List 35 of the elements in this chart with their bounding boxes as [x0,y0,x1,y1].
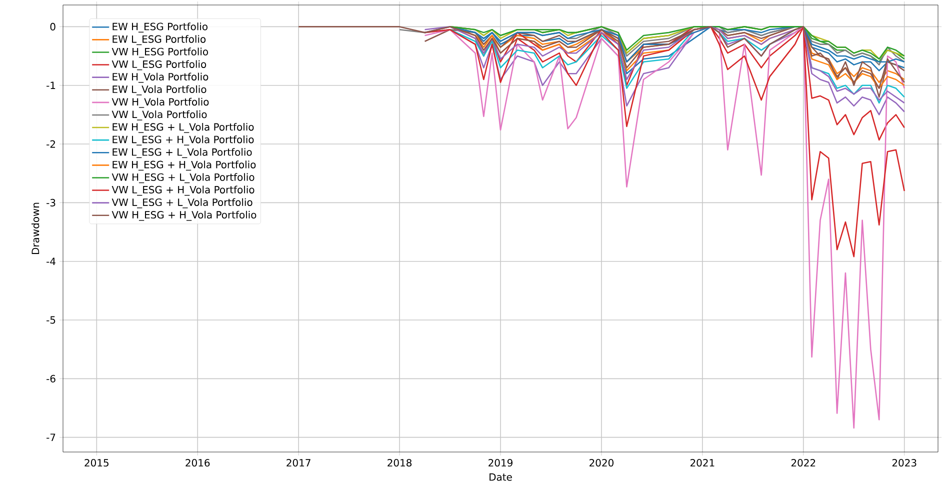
legend-label: EW L_Vola Portfolio [112,85,206,96]
legend-label: VW H_Vola Portfolio [112,98,209,108]
y-tick-label: -7 [46,434,56,441]
legend-label: VW H_ESG + L_Vola Portfolio [112,173,254,184]
x-axis-title: Date [490,473,512,481]
legend-label: VW L_Vola Portfolio [112,110,207,120]
y-tick-label: -5 [46,316,56,324]
legend-label: EW L_ESG + L_Vola Portfolio [112,148,252,158]
x-tick-label: 2018 [388,459,412,467]
x-tick-label: 2017 [286,459,310,467]
x-tick-label: 2016 [186,459,210,467]
legend-label: EW H_ESG Portfolio [112,22,208,32]
x-tick-label: 2023 [892,459,916,467]
y-axis-title: Drawdown [31,202,40,254]
y-tick-label: -1 [46,82,56,89]
legend-label: VW L_ESG + L_Vola Portfolio [112,198,252,208]
y-tick-label: -3 [46,198,56,206]
y-tick-label: -6 [46,374,56,382]
legend-label: VW L_ESG Portfolio [112,60,206,70]
y-tick-label: -2 [46,140,55,148]
legend-label: EW H_ESG + L_Vola Portfolio [112,122,254,133]
x-tick-label: 2021 [690,459,714,467]
x-tick-label: 2015 [84,459,108,467]
legend-label: VW L_ESG + H_Vola Portfolio [112,186,254,196]
legend-label: EW L_ESG Portfolio [112,35,206,46]
y-tick-label: -4 [46,258,56,265]
y-tick-label: 0 [50,22,56,30]
x-tick-label: 2019 [488,459,512,467]
x-tick-label: 2020 [590,459,614,467]
legend-label: VW H_ESG Portfolio [112,48,208,58]
legend-label: EW H_ESG + H_Vola Portfolio [112,160,256,171]
legend-label: EW L_ESG + H_Vola Portfolio [112,136,254,146]
legend-label: EW H_Vola Portfolio [112,72,208,83]
legend-label: VW H_ESG + H_Vola Portfolio [112,210,256,221]
x-tick-label: 2022 [791,459,816,467]
